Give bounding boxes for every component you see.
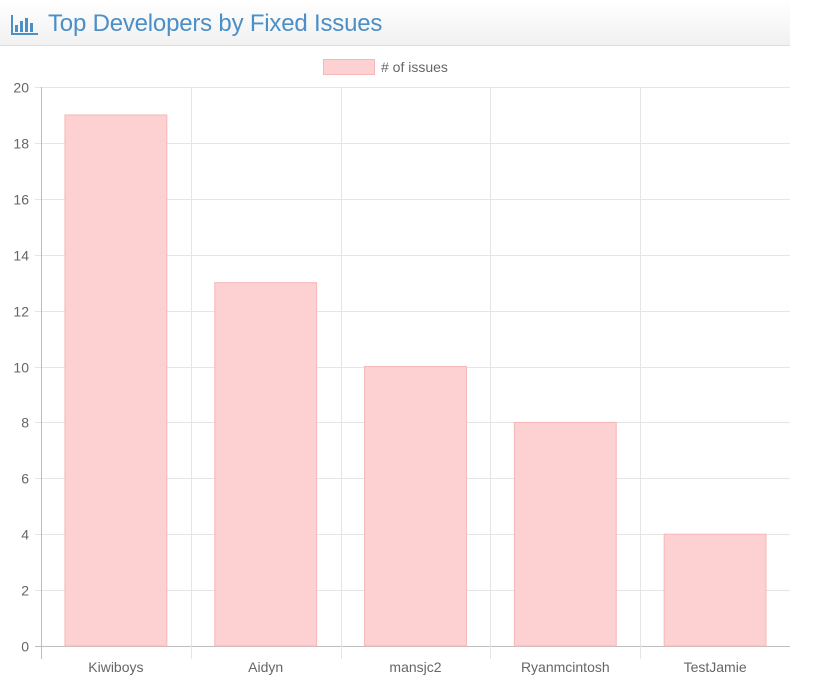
bar-kiwiboys[interactable] <box>64 114 168 647</box>
y-tick-label: 8 <box>21 415 29 431</box>
y-tick-label: 14 <box>13 248 29 264</box>
x-tick-label: Kiwiboys <box>88 659 143 675</box>
y-tick-label: 20 <box>13 80 29 96</box>
x-tick-label: Aidyn <box>248 659 283 675</box>
legend-swatch[interactable] <box>323 59 375 75</box>
x-tick-label: Ryanmcintosh <box>521 659 610 675</box>
bar-mansjc2[interactable] <box>364 366 467 647</box>
x-tick-label: mansjc2 <box>389 659 441 675</box>
y-tick-label: 12 <box>13 304 29 320</box>
bar-chart: 0 2 4 6 8 10 12 14 16 18 20 Kiwiboys Aidyn mansjc2 Rya… <box>13 59 790 676</box>
bar-chart-icon <box>11 15 38 35</box>
bar-testjamie[interactable] <box>663 533 767 647</box>
y-tick-label: 10 <box>13 360 29 376</box>
y-tick-label: 2 <box>21 583 29 599</box>
chart-legend[interactable]: # of issues <box>323 59 448 75</box>
bar-aidyn[interactable] <box>214 282 318 647</box>
legend-label[interactable]: # of issues <box>381 59 448 75</box>
bar-ryanmcintosh[interactable] <box>513 421 617 647</box>
y-tick-label: 6 <box>21 471 29 487</box>
y-tick-label: 4 <box>21 527 29 543</box>
chart-axes: 0 2 4 6 8 10 12 14 16 18 20 Kiwiboys Aidyn mansjc2 Rya… <box>13 80 746 676</box>
chart-bars <box>64 114 767 647</box>
panel-title: Top Developers by Fixed Issues <box>48 10 383 37</box>
y-tick-label: 16 <box>13 192 29 208</box>
x-tick-label: TestJamie <box>684 659 747 675</box>
y-tick-label: 0 <box>21 639 29 655</box>
y-tick-label: 18 <box>13 136 29 152</box>
panel-header: Top Developers by Fixed Issues <box>0 0 790 46</box>
